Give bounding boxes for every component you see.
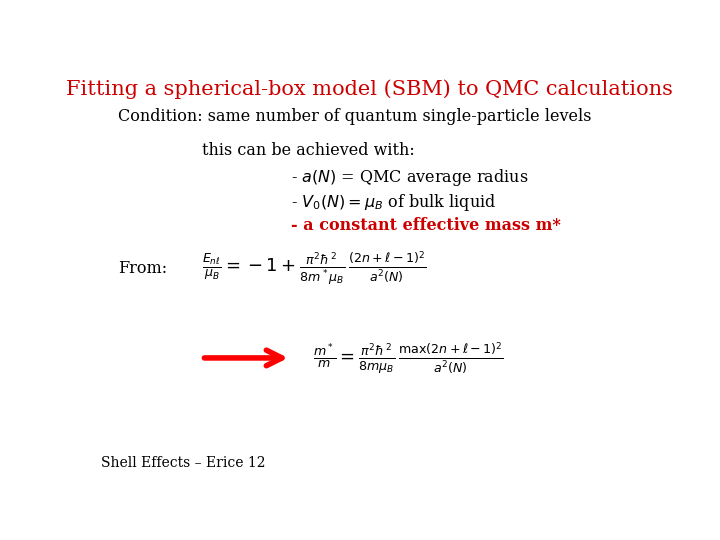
Text: - $V_0(N) = \mu_B$ of bulk liquid: - $V_0(N) = \mu_B$ of bulk liquid bbox=[291, 192, 496, 213]
Text: - $a(N)$ = QMC average radius: - $a(N)$ = QMC average radius bbox=[291, 167, 528, 188]
Text: - a constant effective mass m*: - a constant effective mass m* bbox=[291, 217, 561, 234]
Text: Condition: same number of quantum single-particle levels: Condition: same number of quantum single… bbox=[118, 109, 591, 125]
Text: this can be achieved with:: this can be achieved with: bbox=[202, 141, 414, 159]
Text: Fitting a spherical-box model (SBM) to QMC calculations: Fitting a spherical-box model (SBM) to Q… bbox=[66, 79, 672, 99]
Text: From:: From: bbox=[118, 260, 167, 277]
Text: Shell Effects – Erice 12: Shell Effects – Erice 12 bbox=[101, 456, 266, 470]
Text: $\frac{E_{n\ell}}{\mu_B} = -1 + \frac{\pi^2\hbar^{\,2}}{8m^*\mu_B}\,\frac{(2n+\e: $\frac{E_{n\ell}}{\mu_B} = -1 + \frac{\p… bbox=[202, 249, 426, 288]
Text: $\frac{m^*}{m} = \frac{\pi^2\hbar^{\,2}}{8m\mu_B}\,\frac{\max(2n+\ell-1)^2}{a^2(: $\frac{m^*}{m} = \frac{\pi^2\hbar^{\,2}}… bbox=[313, 340, 504, 376]
